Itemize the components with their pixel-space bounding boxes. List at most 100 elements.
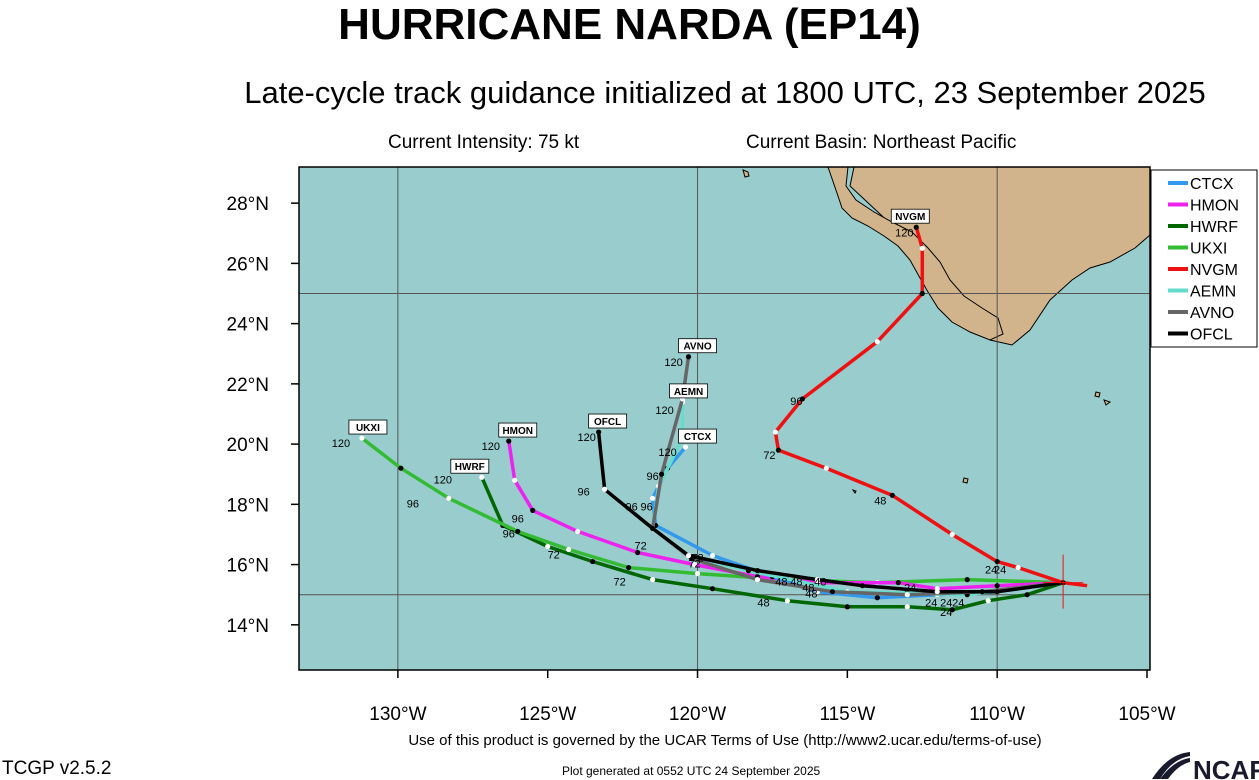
forecast-hour-label: 48 [805,589,817,601]
lat-label: 22°N [227,375,269,396]
track-point [649,525,656,532]
track-point [359,435,365,441]
forecast-hour-label: 96 [578,486,590,498]
terms-of-use[interactable]: Use of this product is governed by the U… [408,732,1042,749]
track-point [575,528,581,535]
track-point [874,595,880,601]
track-point [1024,592,1030,598]
island-5 [851,489,857,494]
legend: CTCX HMON HWRF UKXI NVGM AEMN AVNO OFCL [1150,169,1258,348]
forecast-hour-label: 72 [763,450,775,462]
legend-item-ukxi: UKXI [1190,241,1227,258]
axis-labels: 130°W 125°W 120°W 115°W 110°W 105°W 28°N 26°N 24… [227,194,1176,725]
lat-label: 18°N [227,495,269,516]
legend-item-aemn: AEMN [1190,284,1236,301]
forecast-hour-label: 96 [640,501,652,513]
legend-item-avno: AVNO [1190,305,1234,322]
model-label: NVGM [895,212,925,223]
track-point [754,568,761,574]
track-point [934,589,940,595]
track-point [904,604,910,610]
forecast-hour-label: 96 [512,513,524,525]
forecast-hour-label: 96 [503,528,515,540]
track-ofcl [596,431,1064,594]
track-point [859,583,865,589]
land-baja-california [827,167,1004,341]
track-point [682,444,689,450]
track-point [446,495,452,501]
lat-label: 28°N [227,194,269,215]
track-point [626,564,632,571]
forecast-hour-label: 72 [634,541,646,553]
island-2 [1094,391,1101,398]
model-label-box [678,338,717,354]
axis-ticks [291,202,1148,678]
track-point [994,589,1000,595]
track-point [709,552,716,559]
forecast-hour-label: 120 [434,474,452,486]
model-label-box [890,208,930,224]
track-point [685,552,692,559]
track-point [904,592,910,598]
lon-label: 105°W [1118,704,1175,725]
ncar-logo-text: NCAR [1193,755,1259,780]
lon-label: 115°W [819,704,875,725]
legend-item-hmon: HMON [1190,198,1239,215]
forecast-hour-label: 72 [613,577,625,589]
model-label-box [669,383,708,399]
island-1 [742,169,750,178]
track-point [949,607,955,613]
track-point [775,447,782,453]
track-point [799,396,806,402]
forecast-hour-label: 72 [548,550,560,562]
model-label: HMON [502,426,533,437]
map-title: HURRICANE NARDA (EP14) [338,0,921,49]
track-point [709,586,716,592]
lon-label: 130°W [369,704,426,725]
track-point [823,465,829,471]
map-subtitle: Late-cycle track guidance initialized at… [244,75,1206,110]
legend-item-ctcx: CTCX [1190,176,1234,193]
legend-item-ofcl: OFCL [1190,327,1233,344]
model-label-box [588,413,628,429]
track-point [994,583,1000,589]
lon-label: 120°W [669,704,726,725]
forecast-tracks [359,224,1088,613]
track-point [1015,564,1021,571]
forecast-hour-label: 24 [994,565,1006,577]
track-point [784,598,791,604]
forecast-hour-label: 96 [790,396,802,408]
model-label-box [678,428,717,444]
track-point [964,577,970,583]
track-point [685,354,692,360]
track-point [772,429,779,435]
track-point [913,224,919,230]
track-point [515,528,521,535]
forecast-hour-label: 96 [646,471,658,483]
model-label: AEMN [674,387,703,398]
forecast-hour-label: 96 [407,498,419,510]
track-point [590,558,596,565]
forecast-hour-label: 24 [904,583,916,595]
forecast-hour-label: 120 [664,357,682,369]
model-label-box [498,422,538,438]
lat-label: 24°N [227,315,269,336]
track-point [602,486,608,492]
forecast-hour-label: 72 [688,559,700,571]
track-nvgm [773,226,1088,588]
forecast-hour-label: 48 [874,495,886,507]
island-4 [962,477,969,484]
forecast-hour-label: 48 [775,577,787,589]
track-point [530,507,536,513]
lon-label: 125°W [519,704,576,725]
current-basin: Current Basin: Northeast Pacific [746,132,1017,153]
forecast-hour-label: 24 [940,598,952,610]
forecast-hour-label: 120 [332,438,350,450]
model-label: OFCL [594,417,621,428]
forecast-hour-label: 24 [985,565,997,577]
model-label: HWRF [455,462,485,473]
version-label: TCGP v2.5.2 [2,758,112,779]
model-label: UKXI [356,423,380,434]
track-point [985,598,991,604]
